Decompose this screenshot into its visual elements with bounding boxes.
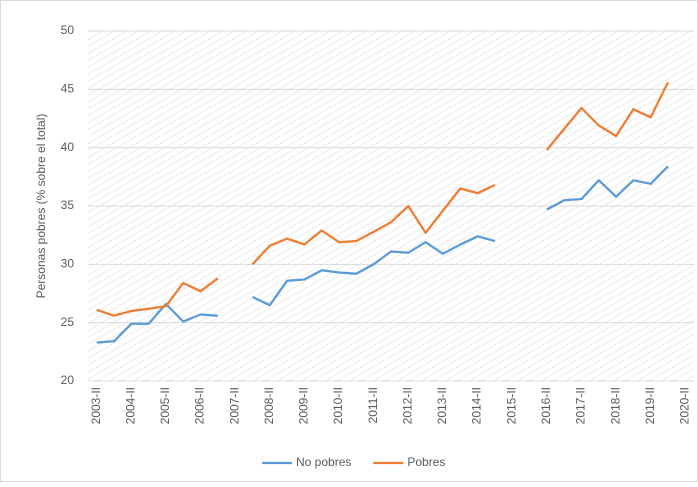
x-tick-label: 2003-II (89, 387, 103, 424)
y-tick-label: 30 (61, 257, 75, 271)
x-tick-label: 2007-II (227, 387, 241, 424)
series-line (96, 165, 669, 344)
x-tick-label: 2020-II (678, 387, 692, 424)
legend-label: No pobres (296, 455, 351, 469)
x-tick-label: 2009-II (297, 387, 311, 424)
y-axis-label: Personas pobres (% sobre el total) (34, 114, 48, 299)
x-tick-label: 2004-II (123, 387, 137, 424)
series-line (96, 81, 670, 317)
y-tick-label: 35 (61, 198, 75, 212)
y-tick-label: 45 (61, 82, 75, 96)
x-tick-label: 2012-II (400, 387, 414, 424)
y-tick-label: 25 (61, 315, 75, 329)
y-tick-label: 50 (61, 23, 75, 37)
y-tick-label: 40 (61, 140, 75, 154)
x-tick-label: 2013-II (435, 387, 449, 424)
x-tick-label: 2018-II (608, 387, 622, 424)
x-tick-label: 2005-II (158, 387, 172, 424)
x-tick-label: 2015-II (504, 387, 518, 424)
x-tick-label: 2017-II (574, 387, 588, 424)
x-tick-label: 2008-II (262, 387, 276, 424)
x-tick-label: 2006-II (193, 387, 207, 424)
x-tick-label: 2019-II (643, 387, 657, 424)
x-tick-label: 2014-II (470, 387, 484, 424)
x-tick-label: 2016-II (539, 387, 553, 424)
x-tick-label: 2010-II (331, 387, 345, 424)
y-tick-label: 20 (61, 373, 75, 387)
legend-label: Pobres (407, 455, 445, 469)
x-tick-label: 2011-II (366, 387, 380, 423)
